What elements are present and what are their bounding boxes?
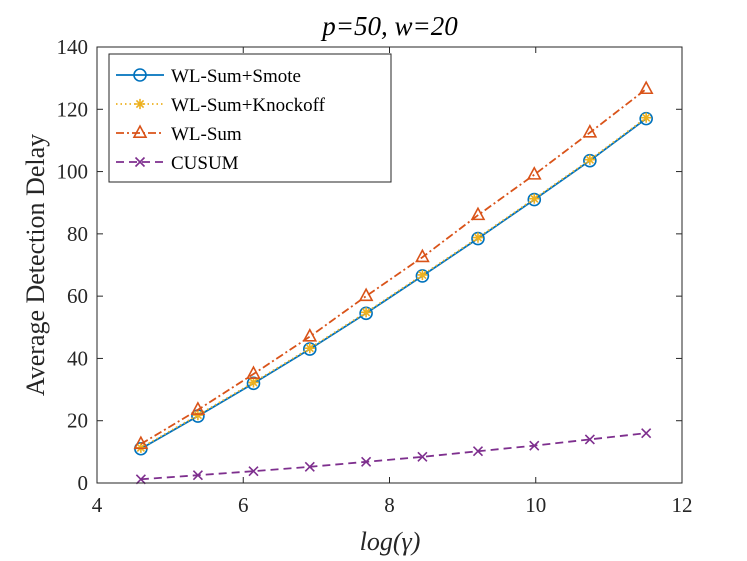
x-tick-label: 12	[672, 493, 693, 517]
series-line	[140, 117, 647, 450]
data-point	[304, 461, 315, 472]
chart-title: p=50, w=20	[320, 11, 458, 41]
y-tick-label: 100	[57, 160, 89, 184]
legend-entry: WL-Sum+Smote	[116, 66, 301, 87]
data-point	[417, 269, 428, 281]
y-tick-label: 140	[57, 35, 89, 59]
data-point	[638, 80, 654, 95]
data-point	[641, 112, 652, 123]
legend-entry: WL-Sum+Knockoff	[116, 95, 326, 116]
series-line	[140, 432, 647, 481]
legend-marker	[134, 98, 146, 110]
legend: WL-Sum+Smote WL-Sum+Knockoff WL-Sum CUSUM	[108, 53, 392, 183]
data-point	[584, 154, 595, 165]
data-point	[529, 193, 540, 204]
series-wl-sum	[133, 80, 654, 450]
legend-entry: CUSUM	[116, 153, 239, 174]
data-point	[584, 434, 595, 445]
legend-label: WL-Sum	[171, 124, 242, 145]
data-point	[361, 456, 372, 467]
y-tick-label: 40	[67, 346, 88, 370]
data-point	[417, 451, 428, 462]
series-cusum	[135, 428, 652, 485]
data-marks	[133, 80, 654, 485]
data-point	[135, 474, 146, 485]
legend-marker	[134, 156, 146, 168]
data-point	[304, 343, 315, 354]
y-tick-label: 20	[67, 409, 88, 433]
data-point	[358, 287, 374, 302]
data-point	[529, 440, 540, 451]
x-tick-label: 4	[92, 493, 103, 517]
data-point	[526, 166, 542, 180]
data-point	[302, 328, 318, 342]
legend-marker	[133, 68, 147, 82]
data-point	[133, 435, 149, 450]
y-tick-label: 80	[67, 222, 88, 246]
legend-marker	[132, 124, 148, 138]
data-point	[472, 232, 484, 243]
data-point	[192, 410, 204, 421]
legend-label: WL-Sum+Knockoff	[171, 95, 326, 116]
data-point	[248, 377, 259, 388]
y-tick-label: 120	[57, 97, 89, 121]
y-axis-label: Average Detection Delay	[21, 134, 50, 396]
x-tick-label: 10	[525, 493, 546, 517]
legend-label: WL-Sum+Smote	[171, 66, 301, 87]
data-point	[192, 470, 203, 481]
data-point	[415, 248, 430, 263]
data-point	[582, 124, 598, 138]
legend-label: CUSUM	[171, 153, 239, 174]
data-point	[472, 446, 484, 457]
y-tick-label: 0	[78, 471, 89, 495]
y-tick-label: 60	[67, 284, 88, 308]
x-tick-label: 6	[238, 493, 249, 517]
series-line	[140, 88, 647, 445]
legend-entry: WL-Sum	[116, 124, 242, 145]
data-point	[361, 307, 372, 318]
series-line	[140, 116, 647, 449]
data-point	[470, 206, 486, 221]
x-axis-label: log(γ)	[360, 527, 421, 556]
data-point	[190, 401, 206, 415]
data-point	[641, 428, 652, 439]
data-point	[246, 365, 261, 380]
data-point	[248, 466, 259, 477]
x-tick-label: 8	[384, 493, 395, 517]
